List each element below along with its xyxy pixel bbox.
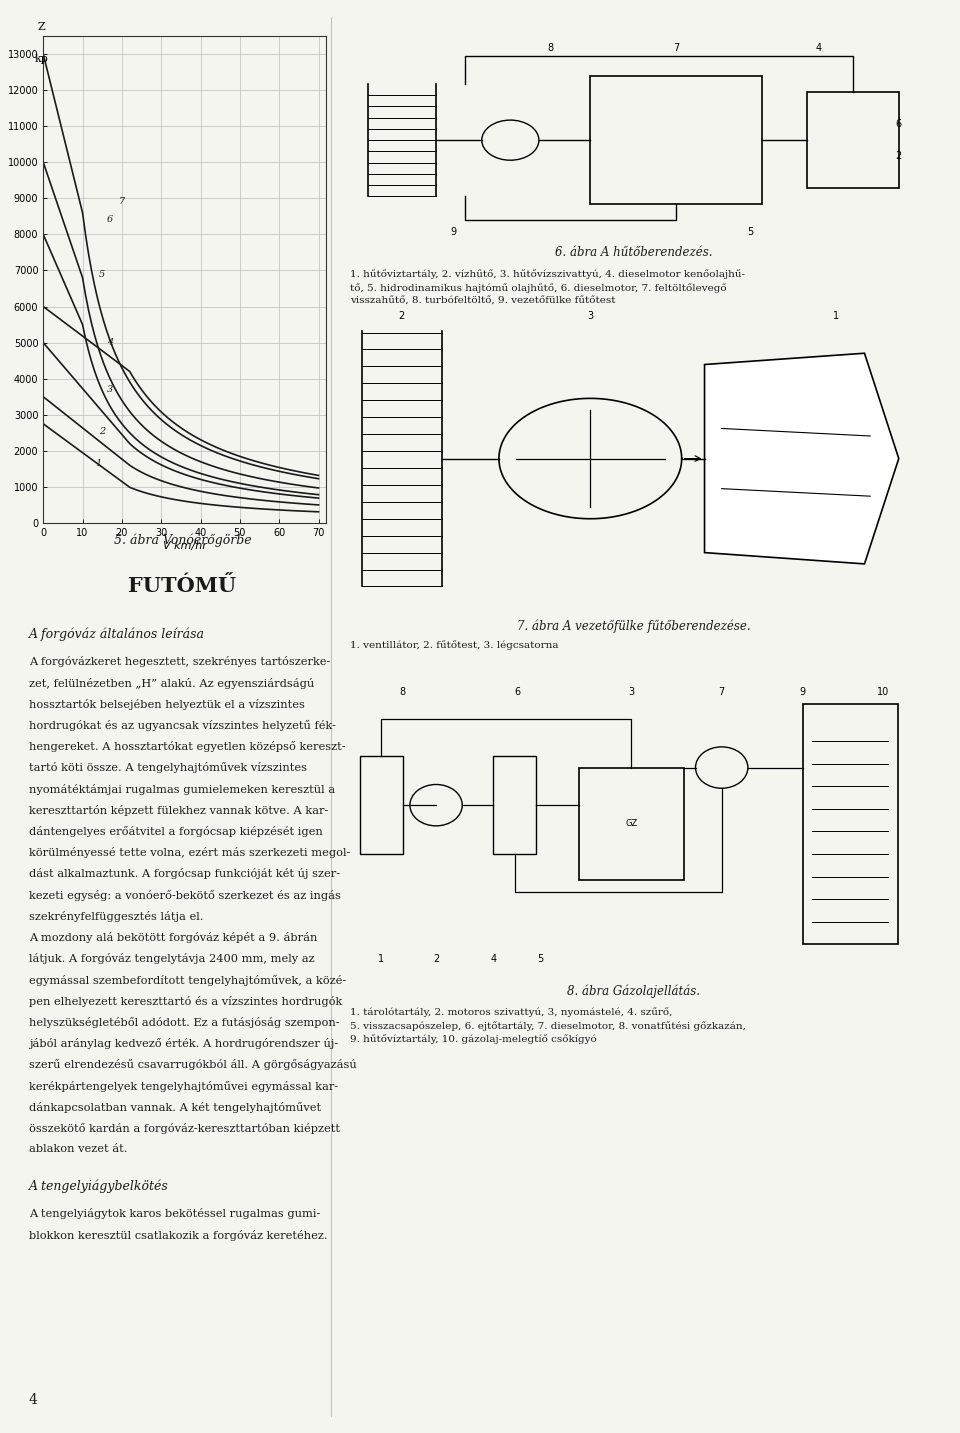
Text: 8: 8	[399, 688, 406, 698]
Text: 4: 4	[107, 338, 113, 347]
Text: A mozdony alá bekötött forgóváz képét a 9. ábrán: A mozdony alá bekötött forgóváz képét a …	[29, 931, 317, 943]
Text: 3: 3	[628, 688, 635, 698]
Text: A tengelyiágytok karos bekötéssel rugalmas gumi-: A tengelyiágytok karos bekötéssel rugalm…	[29, 1208, 321, 1219]
Text: hengereket. A hossztartókat egyetlen középső kereszt-: hengereket. A hossztartókat egyetlen köz…	[29, 741, 346, 752]
Text: 7: 7	[718, 688, 725, 698]
Text: 3: 3	[588, 311, 593, 321]
Text: kereszttartón képzett fülekhez vannak kötve. A kar-: kereszttartón képzett fülekhez vannak kö…	[29, 805, 328, 815]
Text: 4: 4	[816, 43, 822, 53]
Text: 7: 7	[673, 43, 679, 53]
Text: látjuk. A forgóváz tengelytávja 2400 mm, mely az: látjuk. A forgóváz tengelytávja 2400 mm,…	[29, 953, 315, 964]
Text: kezeti egység: a vonóerő-bekötő szerkezet és az ingás: kezeti egység: a vonóerő-bekötő szerkeze…	[29, 890, 341, 901]
Text: 1. ventillátor, 2. fűtőtest, 3. légcsatorna: 1. ventillátor, 2. fűtőtest, 3. légcsato…	[350, 641, 559, 651]
Text: dántengelyes erőátvitel a forgócsap kiépzését igen: dántengelyes erőátvitel a forgócsap kiép…	[29, 825, 323, 837]
Text: pen elhelyezett kereszttartó és a vízszintes hordrugók: pen elhelyezett kereszttartó és a vízszi…	[29, 996, 342, 1006]
Text: 5: 5	[538, 954, 544, 964]
Text: 4: 4	[29, 1393, 37, 1407]
Text: 1: 1	[378, 954, 384, 964]
Text: 5: 5	[747, 228, 754, 238]
Bar	[493, 757, 536, 854]
Text: körülményessé tette volna, ezért más szerkezeti megol-: körülményessé tette volna, ezért más sze…	[29, 847, 350, 858]
Text: 8. ábra Gázolajellátás.: 8. ábra Gázolajellátás.	[567, 984, 700, 997]
Text: A forgóvázkeret hegesztett, szekrényes tartószerke-: A forgóvázkeret hegesztett, szekrényes t…	[29, 656, 330, 668]
Text: kerékpártengelyek tengelyhajtóművei egymással kar-: kerékpártengelyek tengelyhajtóművei egym…	[29, 1080, 338, 1092]
Text: 7: 7	[119, 198, 125, 206]
Text: kp: kp	[35, 54, 48, 64]
Text: 2: 2	[398, 311, 405, 321]
Text: 6: 6	[896, 119, 901, 129]
Bar	[360, 757, 403, 854]
X-axis label: V km/hr: V km/hr	[163, 540, 206, 550]
Text: tartó köti össze. A tengelyhajtóművek vízszintes: tartó köti össze. A tengelyhajtóművek ví…	[29, 762, 307, 774]
Text: 2: 2	[433, 954, 440, 964]
Text: zet, felülnézetben „H” alakú. Az egyensziárdságú: zet, felülnézetben „H” alakú. Az egyensz…	[29, 678, 314, 688]
Text: összekötő kardán a forgóváz-kereszttartóban kiépzett: összekötő kardán a forgóváz-kereszttartó…	[29, 1123, 340, 1134]
Text: 10: 10	[877, 688, 890, 698]
Text: 5. ábra Vonóerőgörbe: 5. ábra Vonóerőgörbe	[113, 533, 252, 546]
Text: blokkon keresztül csatlakozik a forgóváz keretéhez.: blokkon keresztül csatlakozik a forgóváz…	[29, 1230, 327, 1241]
Text: GZ: GZ	[625, 820, 637, 828]
Text: 2: 2	[99, 427, 106, 436]
Text: 2: 2	[896, 152, 901, 160]
Bar	[590, 76, 761, 205]
Text: 6: 6	[514, 688, 520, 698]
Text: helyszükségletéből adódott. Ez a futásjóság szempon-: helyszükségletéből adódott. Ez a futásjó…	[29, 1017, 340, 1027]
Text: 5: 5	[99, 269, 106, 278]
Bar	[579, 768, 684, 880]
Text: hordrugókat és az ugyancsak vízszintes helyzetű fék-: hordrugókat és az ugyancsak vízszintes h…	[29, 719, 336, 731]
Text: 3: 3	[107, 385, 113, 394]
Text: hossztartók belsejében helyeztük el a vízszintes: hossztartók belsejében helyeztük el a ví…	[29, 699, 304, 709]
Text: szerű elrendezésű csavarrugókból áll. A görgőságyazású: szerű elrendezésű csavarrugókból áll. A …	[29, 1059, 356, 1070]
Text: Z: Z	[37, 23, 45, 32]
Text: 9: 9	[450, 228, 456, 238]
Text: A forgóváz általános leírása: A forgóváz általános leírása	[29, 628, 204, 641]
Text: FUTÓMŰ: FUTÓMŰ	[129, 576, 236, 596]
Bar	[807, 92, 899, 188]
Text: 1: 1	[833, 311, 839, 321]
Text: nyomátéktámjai rugalmas gumielemeken keresztül a: nyomátéktámjai rugalmas gumielemeken ker…	[29, 784, 335, 794]
Text: 7. ábra A vezetőfülke fűtőberendezése.: 7. ábra A vezetőfülke fűtőberendezése.	[516, 619, 751, 632]
Text: 1. tárolótartály, 2. motoros szivattyú, 3, nyomástelé, 4. szűrő,
5. visszacsapós: 1. tárolótartály, 2. motoros szivattyú, …	[350, 1007, 746, 1045]
Text: ablakon vezet át.: ablakon vezet át.	[29, 1144, 128, 1154]
Text: jából aránylag kedvező érték. A hordrugórendszer új-: jából aránylag kedvező érték. A hordrugó…	[29, 1037, 338, 1049]
Text: 1. hűtőviztartály, 2. vízhűtő, 3. hűtővízszivattyú, 4. dieselmotor kenőolajhű-
t: 1. hűtőviztartály, 2. vízhűtő, 3. hűtőví…	[350, 269, 745, 305]
Text: 8: 8	[547, 43, 553, 53]
Text: dánkapcsolatban vannak. A két tengelyhajtóművet: dánkapcsolatban vannak. A két tengelyhaj…	[29, 1102, 321, 1113]
Text: dást alkalmaztunk. A forgócsap funkcióját két új szer-: dást alkalmaztunk. A forgócsap funkciójá…	[29, 868, 340, 880]
Text: A tengelyiágybelkötés: A tengelyiágybelkötés	[29, 1179, 169, 1194]
Bar	[803, 704, 898, 944]
Text: 9: 9	[800, 688, 805, 698]
Text: 6. ábra A hűtőberendezés.: 6. ábra A hűtőberendezés.	[555, 246, 712, 259]
Text: egymással szembefordított tengelyhajtóművek, a közé-: egymással szembefordított tengelyhajtómű…	[29, 974, 346, 986]
Text: szekrényfelfüggesztés látja el.: szekrényfelfüggesztés látja el.	[29, 911, 204, 921]
Text: 4: 4	[491, 954, 496, 964]
Text: 1: 1	[95, 459, 102, 469]
Text: 6: 6	[107, 215, 113, 225]
Polygon shape	[705, 354, 899, 565]
